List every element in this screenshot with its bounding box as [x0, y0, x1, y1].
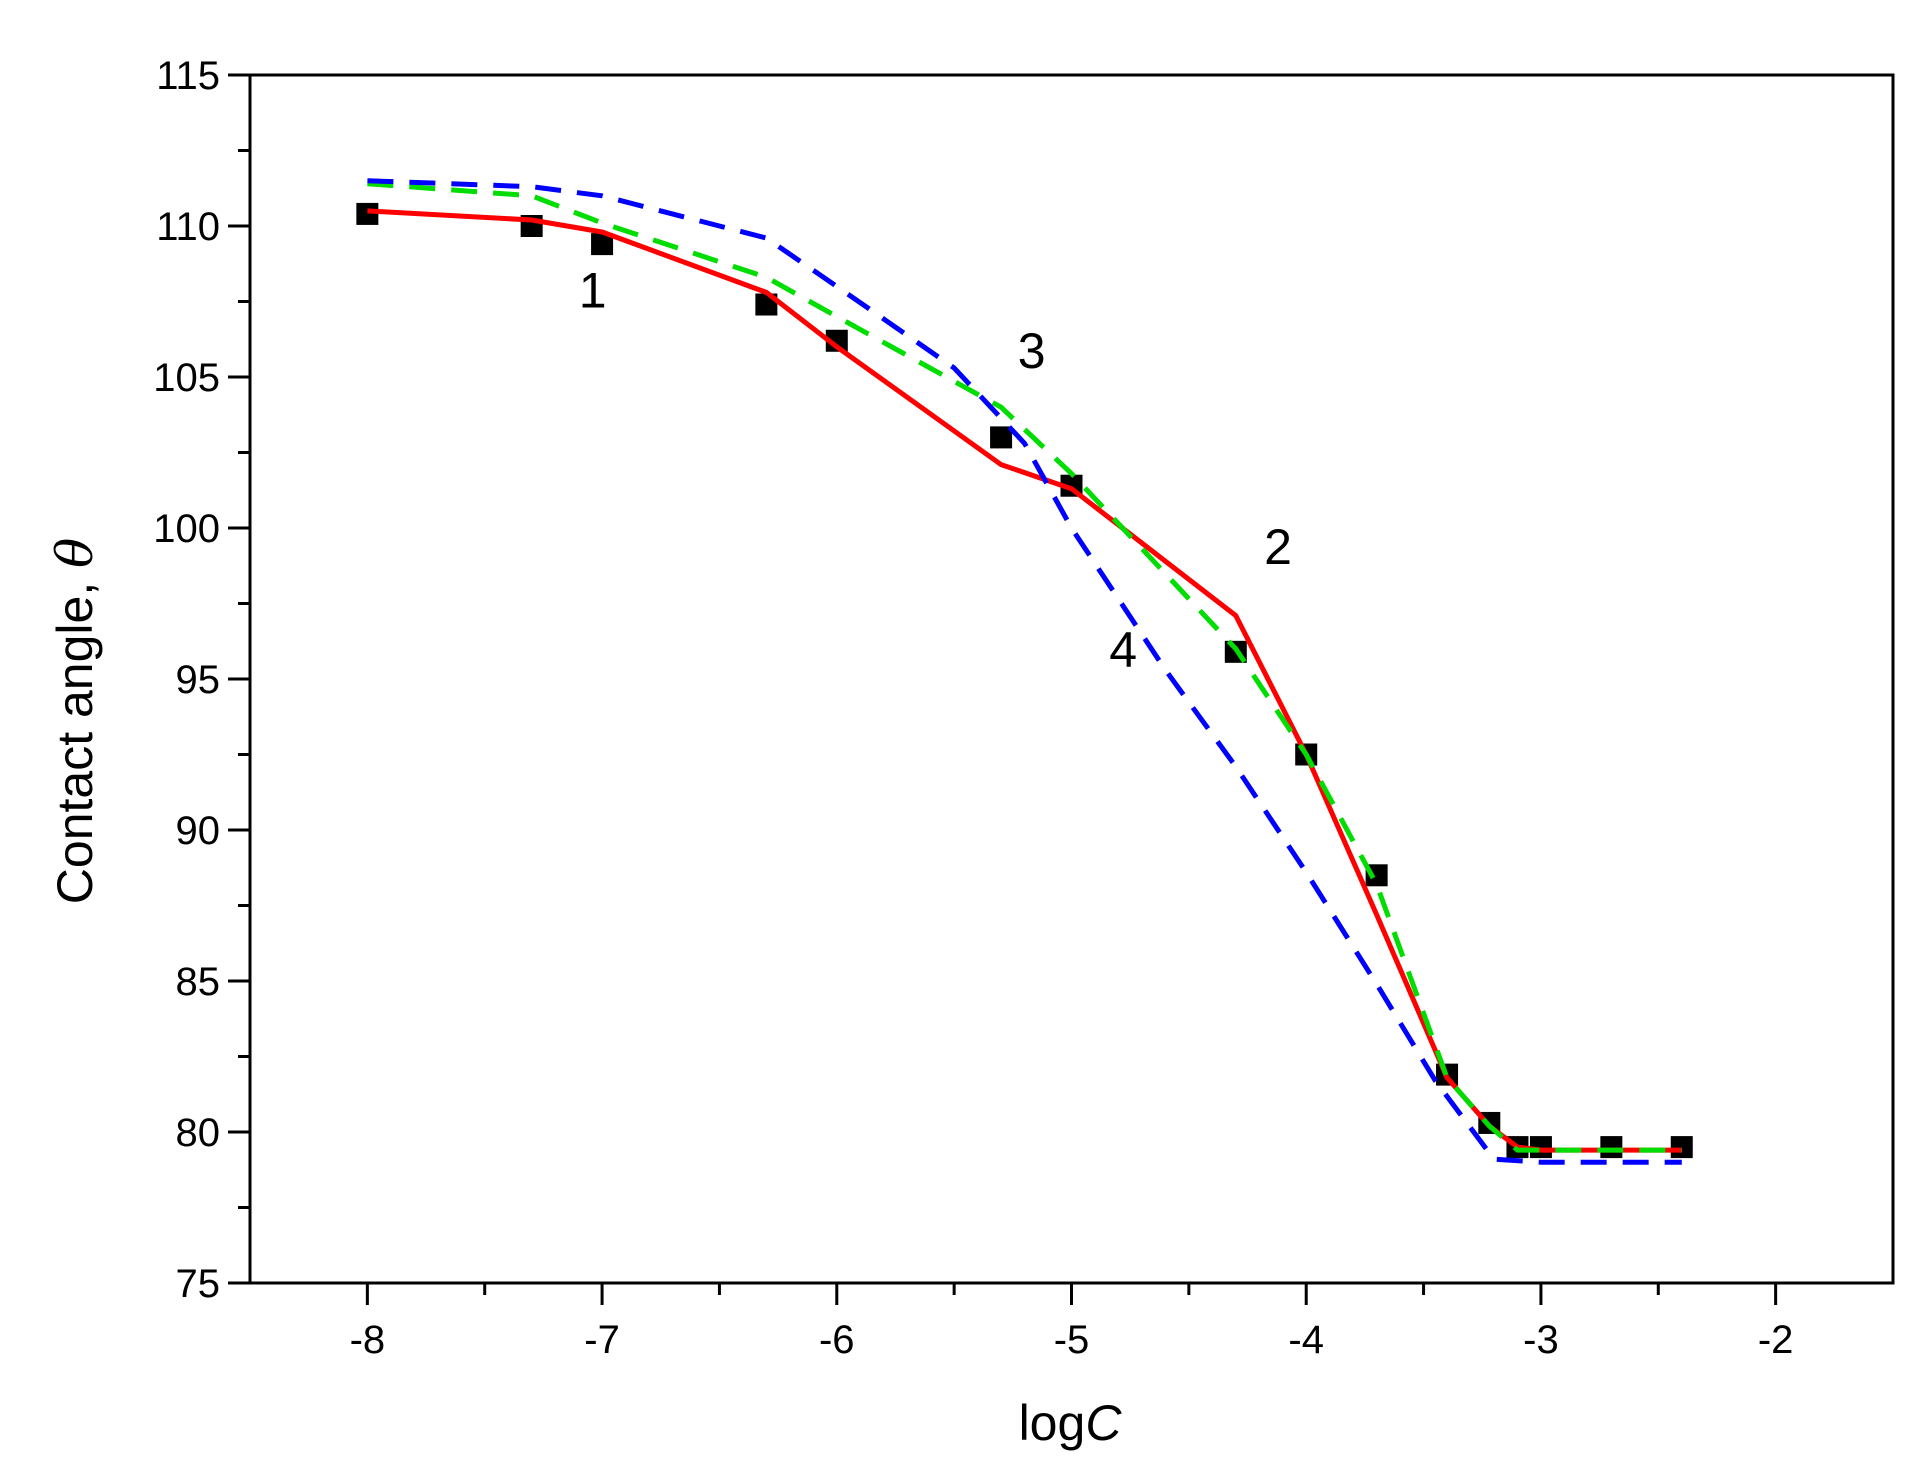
- y-tick-label: 75: [176, 1262, 221, 1306]
- series-layer: [356, 178, 1693, 1165]
- x-tick-label: -6: [819, 1318, 855, 1362]
- major-ticks: [228, 73, 1778, 1305]
- series-line: [367, 181, 1682, 1153]
- x-tick-labels: -8 -7 -6 -5 -4 -3 -2: [350, 1318, 1794, 1362]
- curve-label-4: 4: [1109, 622, 1137, 678]
- y-tick-label: 90: [176, 809, 221, 853]
- y-tick-labels: 75 80 85 90 95 100 105 110 115: [153, 54, 220, 1306]
- y-tick-label: 95: [176, 658, 221, 702]
- x-axis-title: logC: [1019, 1395, 1123, 1451]
- data-point: [1670, 1136, 1693, 1159]
- data-point: [356, 202, 379, 225]
- x-axis-title-prefix: log: [1019, 1395, 1086, 1451]
- minor-ticks: [238, 149, 1660, 1295]
- data-point: [825, 329, 848, 352]
- y-tick-label: 100: [153, 507, 220, 551]
- x-tick-label: -4: [1288, 1318, 1324, 1362]
- x-tick-label: -8: [350, 1318, 386, 1362]
- y-axis-title-var: θ: [46, 538, 104, 568]
- series-3: [367, 181, 1682, 1153]
- x-tick-label: -7: [584, 1318, 620, 1362]
- data-point: [591, 233, 614, 256]
- y-tick-label: 110: [156, 205, 220, 249]
- plot-frame: [248, 73, 1895, 1285]
- curve-labels: 1 2 3 4: [579, 263, 1292, 678]
- x-tick-label: -3: [1523, 1318, 1559, 1362]
- data-point: [1600, 1136, 1623, 1159]
- y-axis-title-text: Contact angle,: [47, 568, 103, 904]
- curve-label-3: 3: [1018, 323, 1046, 379]
- y-tick-label: 80: [176, 1111, 221, 1155]
- curve-label-2: 2: [1264, 519, 1292, 575]
- plot-area: -8 -7 -6 -5 -4 -3 -2 75 80 85 90 95 100 105 110 115 1 2…: [153, 54, 1895, 1362]
- y-tick-label: 85: [176, 960, 221, 1004]
- y-tick-label: 105: [153, 356, 220, 400]
- y-axis-title: Contact angle, θ: [46, 538, 104, 904]
- y-tick-label: 115: [156, 54, 220, 98]
- data-point: [990, 426, 1013, 449]
- x-tick-label: -5: [1054, 1318, 1090, 1362]
- x-axis-title-var: C: [1085, 1395, 1122, 1451]
- curve-label-1: 1: [579, 263, 607, 319]
- x-tick-label: -2: [1758, 1318, 1794, 1362]
